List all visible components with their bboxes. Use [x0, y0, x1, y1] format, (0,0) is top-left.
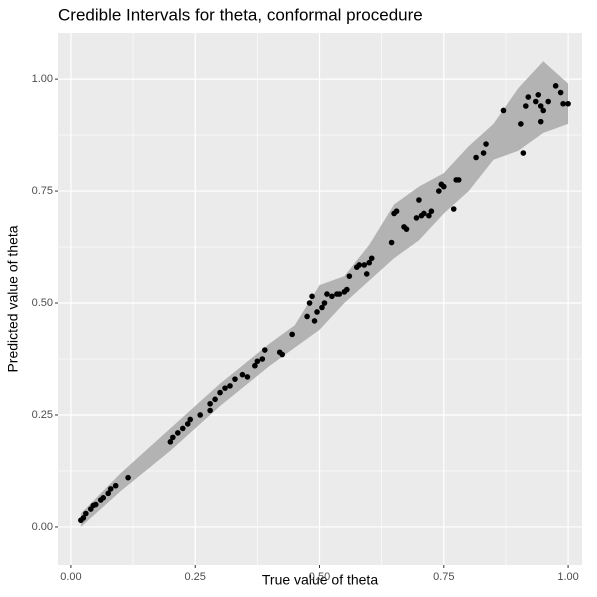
point — [455, 177, 462, 183]
point — [388, 239, 395, 246]
point — [416, 197, 422, 203]
point — [413, 215, 420, 221]
point — [80, 515, 87, 521]
point — [480, 150, 487, 156]
point — [289, 331, 295, 338]
point — [100, 495, 107, 501]
point — [184, 421, 191, 427]
point — [356, 262, 363, 268]
point — [368, 255, 375, 262]
point — [175, 430, 181, 436]
point — [336, 291, 343, 297]
x-tick-label: 1.00 — [557, 571, 578, 583]
point — [344, 286, 350, 293]
point — [421, 210, 427, 217]
y-tick-label: 0.75 — [32, 185, 53, 197]
point — [314, 309, 320, 315]
point — [170, 434, 176, 441]
point — [361, 262, 368, 268]
point — [346, 273, 353, 279]
point — [239, 371, 246, 378]
point — [440, 183, 447, 190]
point — [483, 141, 489, 147]
point — [279, 351, 286, 358]
point — [500, 107, 507, 114]
point — [207, 407, 213, 414]
point — [222, 385, 228, 391]
point — [565, 100, 571, 107]
point — [537, 103, 544, 109]
y-tick-label: 0.25 — [32, 409, 53, 421]
point — [112, 482, 119, 489]
point — [207, 400, 213, 407]
point — [329, 293, 335, 300]
point — [428, 208, 435, 215]
point — [545, 98, 551, 105]
y-axis-label: Predicted value of theta — [5, 225, 21, 372]
point — [450, 206, 457, 212]
point — [319, 304, 325, 311]
point — [309, 293, 315, 300]
point — [254, 358, 261, 365]
x-tick-label: 0.25 — [185, 571, 206, 583]
point — [366, 259, 373, 266]
point — [197, 412, 203, 418]
point — [557, 89, 564, 96]
point — [187, 416, 194, 423]
point — [520, 150, 527, 156]
y-tick-label: 1.00 — [32, 73, 53, 85]
x-tick-label: 0.50 — [309, 571, 330, 583]
x-tick-label: 0.75 — [433, 571, 454, 583]
x-axis-label: True value of theta — [262, 572, 378, 588]
point — [311, 318, 318, 324]
x-tick-label: 0.00 — [60, 571, 81, 583]
point — [532, 98, 539, 105]
point — [217, 389, 223, 396]
y-tick-label: 0.50 — [32, 297, 53, 309]
point — [426, 212, 432, 219]
point — [436, 188, 442, 194]
point — [525, 94, 532, 100]
point — [535, 91, 542, 98]
point — [363, 271, 370, 277]
point — [212, 396, 218, 403]
point — [252, 362, 258, 369]
point — [83, 510, 89, 517]
point — [523, 103, 529, 109]
point — [232, 376, 238, 382]
point — [179, 425, 186, 432]
point — [518, 121, 524, 127]
point — [259, 356, 266, 362]
point — [473, 154, 479, 161]
point — [304, 313, 310, 320]
point — [227, 383, 233, 389]
point — [324, 291, 330, 297]
point — [125, 474, 131, 481]
point — [393, 208, 400, 215]
point — [262, 347, 268, 353]
point — [403, 226, 410, 232]
point — [321, 300, 328, 306]
point — [92, 501, 99, 508]
point — [306, 300, 313, 306]
point — [560, 100, 566, 107]
point — [244, 374, 251, 380]
point — [540, 107, 547, 114]
point — [105, 490, 112, 497]
y-tick-label: 0.00 — [32, 521, 53, 533]
chart-title: Credible Intervals for theta, conformal … — [58, 5, 423, 24]
point — [107, 486, 114, 492]
point — [537, 118, 544, 125]
point — [167, 439, 174, 445]
point — [552, 83, 559, 89]
